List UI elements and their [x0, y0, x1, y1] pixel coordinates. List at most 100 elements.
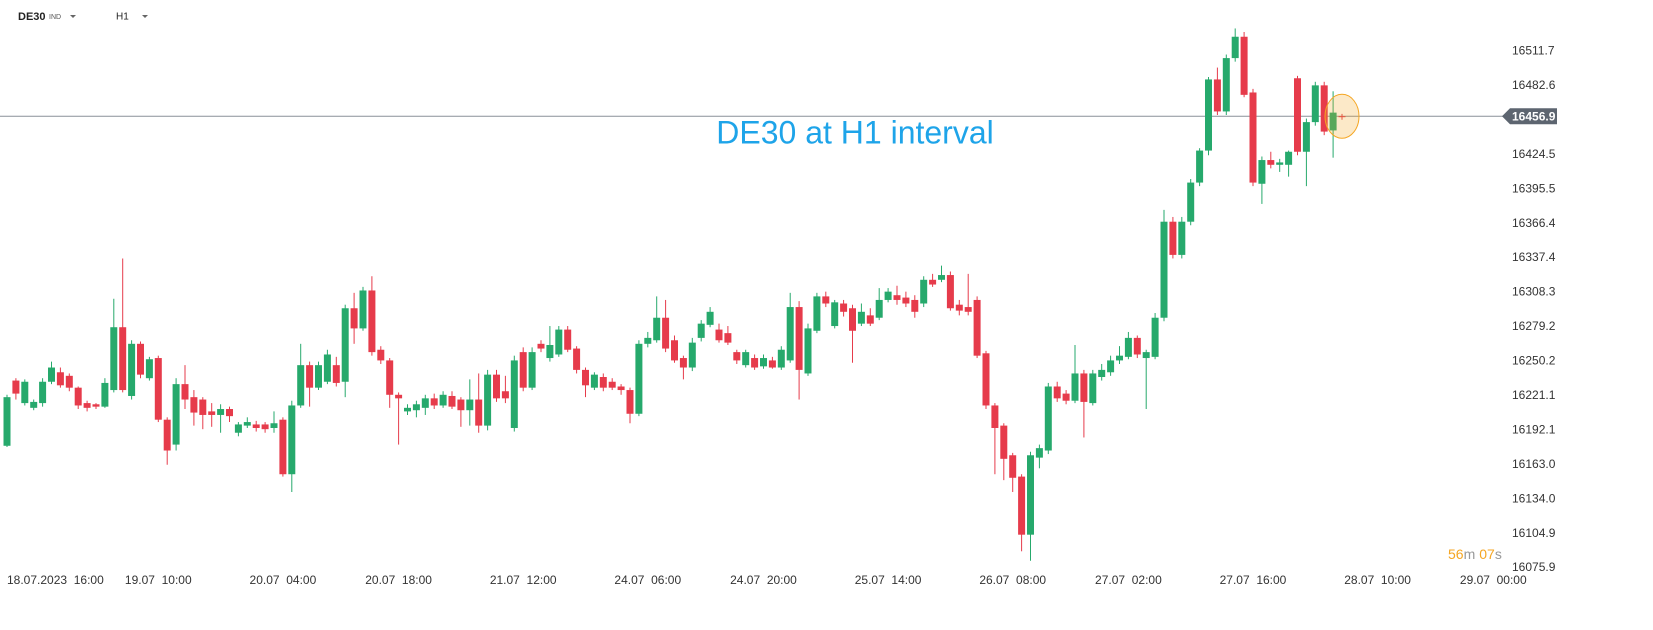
symbol[interactable]: DE30 [18, 11, 46, 23]
candle-body [1320, 85, 1328, 132]
candle-body [804, 328, 812, 374]
toolbar: DE30 IND H1 [18, 11, 148, 23]
candle-body [190, 397, 198, 413]
candle-body [3, 397, 11, 446]
candle-body [1009, 455, 1017, 478]
candle-body [65, 375, 73, 388]
candle-body [226, 409, 233, 417]
candle-body [199, 399, 207, 415]
candle-body [697, 323, 705, 338]
x-tick-label: 20.07 18:00 [365, 573, 432, 587]
x-tick-label: 20.07 04:00 [250, 573, 317, 587]
candle-body [92, 404, 100, 407]
candle-body [74, 387, 82, 406]
x-tick-label: 24.07 06:00 [614, 573, 681, 587]
candle-body [163, 419, 171, 451]
candle-body [359, 290, 367, 329]
candle-body [671, 340, 678, 361]
candle-body [537, 343, 545, 349]
interval[interactable]: H1 [116, 12, 129, 23]
y-tick-label: 16511.7 [1512, 44, 1555, 58]
candle-body [234, 424, 242, 433]
candle-body [635, 343, 643, 414]
candle-body [1231, 36, 1239, 59]
y-tick-label: 16221.1 [1512, 388, 1556, 402]
candle-body [1222, 58, 1230, 112]
candle-body [617, 386, 625, 391]
candle-body [679, 358, 687, 368]
candle-body [217, 409, 225, 415]
candle-body [119, 327, 127, 391]
countdown-seconds: 07 [1479, 546, 1495, 562]
candle-body [1053, 386, 1061, 399]
candle-body [822, 296, 830, 304]
candle-body [893, 295, 901, 300]
candle-body [849, 308, 856, 331]
candle-body [902, 297, 910, 304]
candle-body [332, 365, 340, 383]
y-tick-label: 16192.1 [1512, 422, 1556, 436]
candle-body [1213, 79, 1221, 112]
candle-body [252, 424, 260, 428]
y-tick-label: 16337.4 [1512, 250, 1556, 264]
candle-body [377, 349, 385, 361]
candle-body [510, 360, 518, 428]
candle-body [724, 333, 732, 343]
candle-body [706, 311, 714, 325]
candle-body [181, 384, 189, 400]
candle-body [1035, 448, 1043, 458]
y-tick-label: 16134.0 [1512, 491, 1556, 505]
candle-body [439, 394, 447, 406]
candle-body [172, 384, 180, 445]
candle-body [493, 374, 500, 399]
candle-body [457, 399, 465, 411]
candle-body [1276, 162, 1284, 165]
candle-body [875, 299, 883, 318]
price-tag [1502, 108, 1557, 125]
candle-body [1169, 221, 1177, 255]
candle-body [528, 352, 536, 388]
y-tick-label: 16104.9 [1512, 526, 1556, 540]
candle-body [1062, 393, 1070, 401]
candle-body [270, 423, 278, 428]
candle-body [430, 398, 438, 406]
candle-body [831, 302, 839, 327]
y-tick-label: 16395.5 [1512, 181, 1556, 195]
x-tick-label: 27.07 02:00 [1095, 573, 1162, 587]
candle-body [982, 353, 990, 406]
interval-dropdown[interactable] [142, 15, 148, 18]
candle-body [973, 299, 981, 356]
candle-body [751, 358, 759, 368]
x-tick-label: 29.07 00:00 [1460, 573, 1527, 587]
countdown-minutes-unit: m [1464, 546, 1476, 562]
y-tick-label: 16366.4 [1512, 216, 1556, 230]
candle-body [1160, 221, 1168, 318]
candle-body [1071, 373, 1079, 401]
candle-body [484, 374, 492, 426]
candle-body [555, 329, 563, 355]
candle-body [911, 299, 919, 312]
candle-body [101, 382, 109, 407]
countdown-minutes: 56 [1448, 546, 1464, 562]
symbol-dropdown[interactable] [70, 15, 76, 18]
candle-body [137, 343, 144, 375]
candle-body [857, 311, 865, 324]
candle-body [519, 352, 527, 388]
candle-body [1240, 36, 1248, 95]
candle-body [1258, 160, 1266, 184]
candle-body [742, 352, 750, 366]
candle-body [884, 291, 892, 300]
candle-body [626, 390, 634, 414]
y-tick-label: 16163.0 [1512, 457, 1556, 471]
candle-body [1285, 151, 1293, 165]
candle-body [1000, 425, 1008, 459]
candle-body [955, 304, 963, 311]
candle-body [128, 343, 136, 396]
candle-body [208, 411, 216, 415]
y-tick-label: 16308.3 [1512, 285, 1556, 299]
candle-body [582, 369, 589, 386]
candle-body [501, 391, 509, 399]
candle-body [21, 381, 29, 404]
candle-body [786, 307, 794, 361]
